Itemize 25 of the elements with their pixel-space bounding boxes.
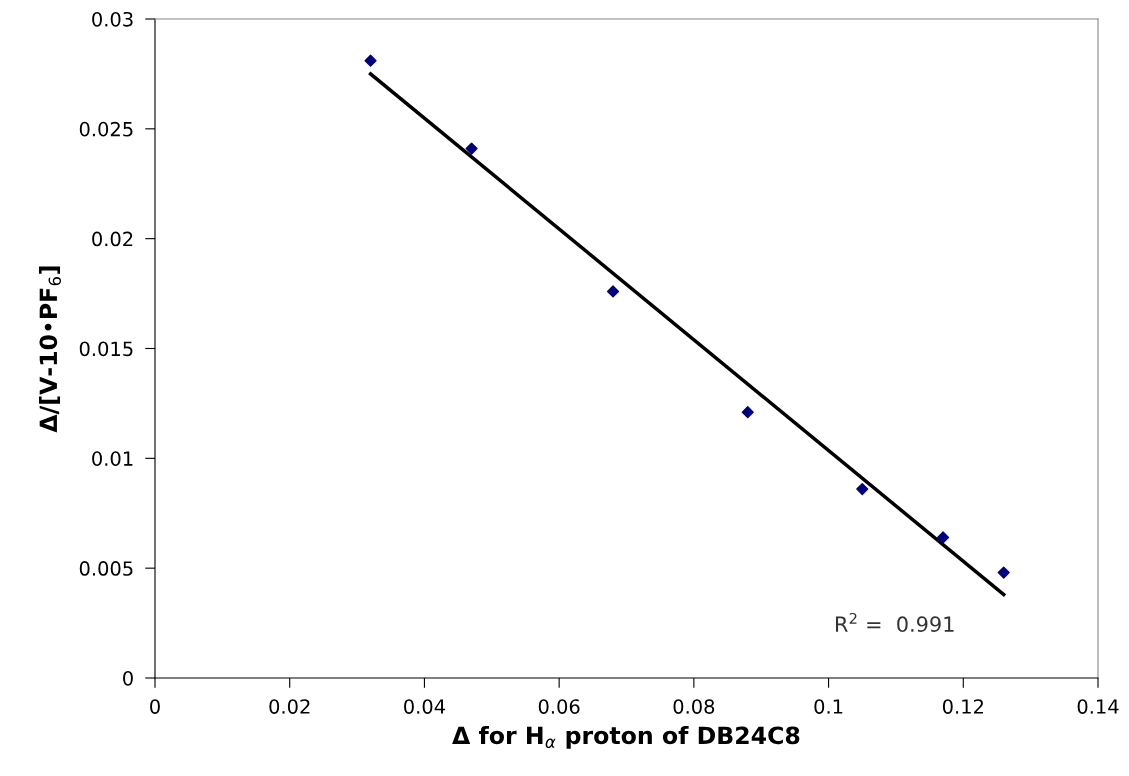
point xyxy=(741,406,754,419)
point xyxy=(364,54,377,67)
x-tick-label: 0.1 xyxy=(814,699,843,714)
x-tick-label: 0.08 xyxy=(673,699,715,714)
point xyxy=(465,142,478,155)
x-tick-label: 0.06 xyxy=(538,699,580,714)
y-tick-label: 0 xyxy=(123,670,133,686)
y-tick-label: 0.01 xyxy=(92,451,133,466)
y-tick-label: 0.015 xyxy=(79,341,133,357)
y-tick-label: 0.02 xyxy=(92,231,133,247)
y-tick-label: 0.005 xyxy=(79,561,133,576)
x-axis-title: Δ for H$_{α}$ proton of DB24C8 xyxy=(452,725,800,749)
x-tick-label: 0.02 xyxy=(269,699,310,714)
x-tick-label: 0.14 xyxy=(1077,699,1119,714)
point xyxy=(606,285,620,298)
y-axis-title: Δ/[V-10•PF$_{6}$] xyxy=(38,266,62,433)
x-tick-label: 0.12 xyxy=(942,699,983,714)
x-tick-label: 0.04 xyxy=(404,699,445,714)
y-tick-label: 0.03 xyxy=(92,11,133,27)
point xyxy=(997,566,1010,579)
annotation: R$^{2}$ = 0.991 xyxy=(836,612,954,633)
y-tick-label: 0.025 xyxy=(79,121,133,137)
point xyxy=(937,531,950,544)
point xyxy=(856,483,869,496)
x-tick-label: 0 xyxy=(150,699,160,714)
